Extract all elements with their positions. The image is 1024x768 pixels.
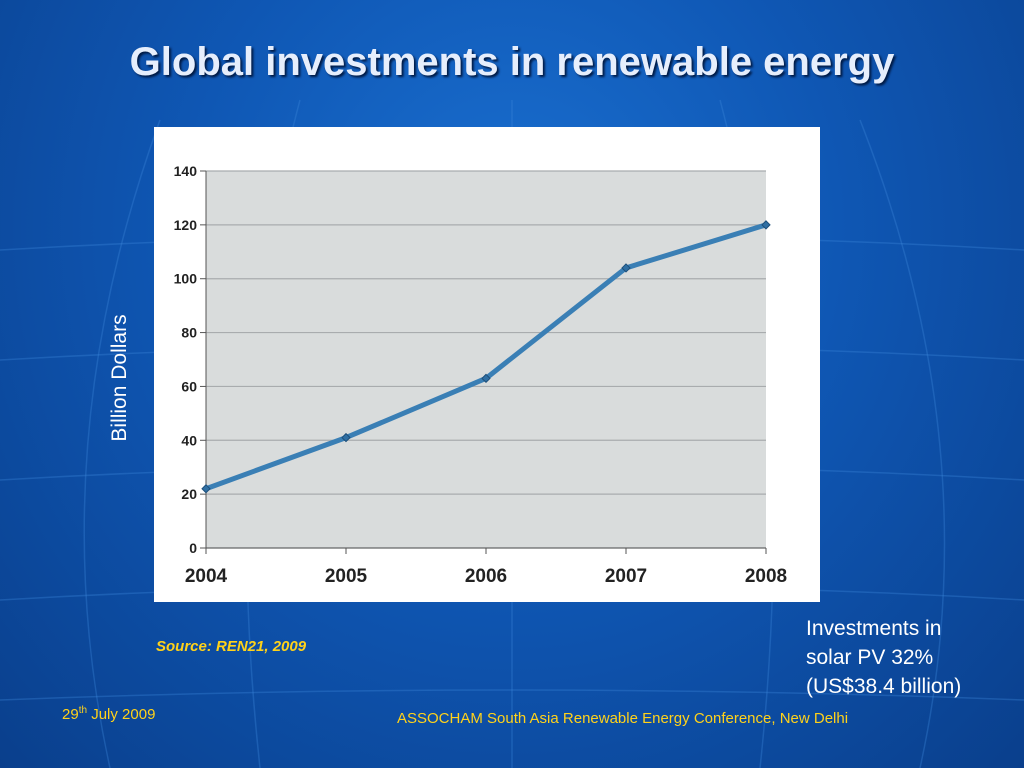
data-point bbox=[481, 373, 491, 384]
data-point bbox=[341, 432, 351, 443]
x-tick-label: 2007 bbox=[605, 566, 647, 587]
solar-pv-annotation: Investments in solar PV 32% (US$38.4 bil… bbox=[806, 614, 961, 701]
data-point bbox=[201, 484, 211, 494]
plot-area bbox=[206, 171, 766, 548]
annotation-line: Investments in bbox=[806, 617, 942, 640]
y-axis-label: Billion Dollars bbox=[108, 314, 131, 442]
footer-date-day: 29 bbox=[62, 706, 79, 723]
y-tick-label: 0 bbox=[189, 540, 197, 556]
y-tick-label: 100 bbox=[174, 271, 198, 287]
y-tick-label: 120 bbox=[174, 217, 198, 233]
footer-date-suffix: th bbox=[78, 705, 88, 716]
y-tick-label: 40 bbox=[181, 432, 197, 448]
y-tick-label: 60 bbox=[181, 378, 197, 394]
footer-date-rest: July 2009 bbox=[87, 706, 156, 723]
data-point bbox=[621, 263, 631, 273]
chart-panel: 0 20 40 60 80 100 120 140 2004 2005 2006 2007 2008 bbox=[154, 127, 820, 602]
footer-date: 29th July 2009 bbox=[62, 705, 155, 723]
x-tick-label: 2006 bbox=[465, 566, 507, 587]
annotation-line: solar PV 32% bbox=[806, 646, 934, 669]
y-tick-label: 20 bbox=[181, 486, 197, 502]
annotation-line: (US$38.4 billion) bbox=[806, 675, 962, 698]
y-tick-label: 140 bbox=[174, 163, 198, 179]
slide-title: Global investments in renewable energy bbox=[129, 40, 895, 84]
x-tick-label: 2005 bbox=[325, 566, 368, 587]
x-tick-label: 2008 bbox=[745, 566, 787, 587]
source-note: Source: REN21, 2009 bbox=[156, 638, 307, 655]
data-point bbox=[761, 220, 771, 230]
y-tick-label: 80 bbox=[181, 325, 197, 341]
footer-conference: ASSOCHAM South Asia Renewable Energy Con… bbox=[397, 710, 849, 727]
x-tick-label: 2004 bbox=[185, 566, 228, 587]
line-chart: 0 20 40 60 80 100 120 140 2004 2005 2006 2007 2008 bbox=[174, 163, 788, 587]
